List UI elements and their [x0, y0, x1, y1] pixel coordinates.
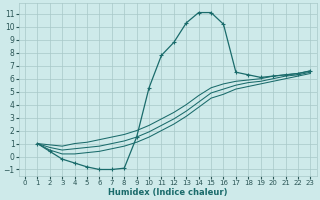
X-axis label: Humidex (Indice chaleur): Humidex (Indice chaleur)	[108, 188, 228, 197]
